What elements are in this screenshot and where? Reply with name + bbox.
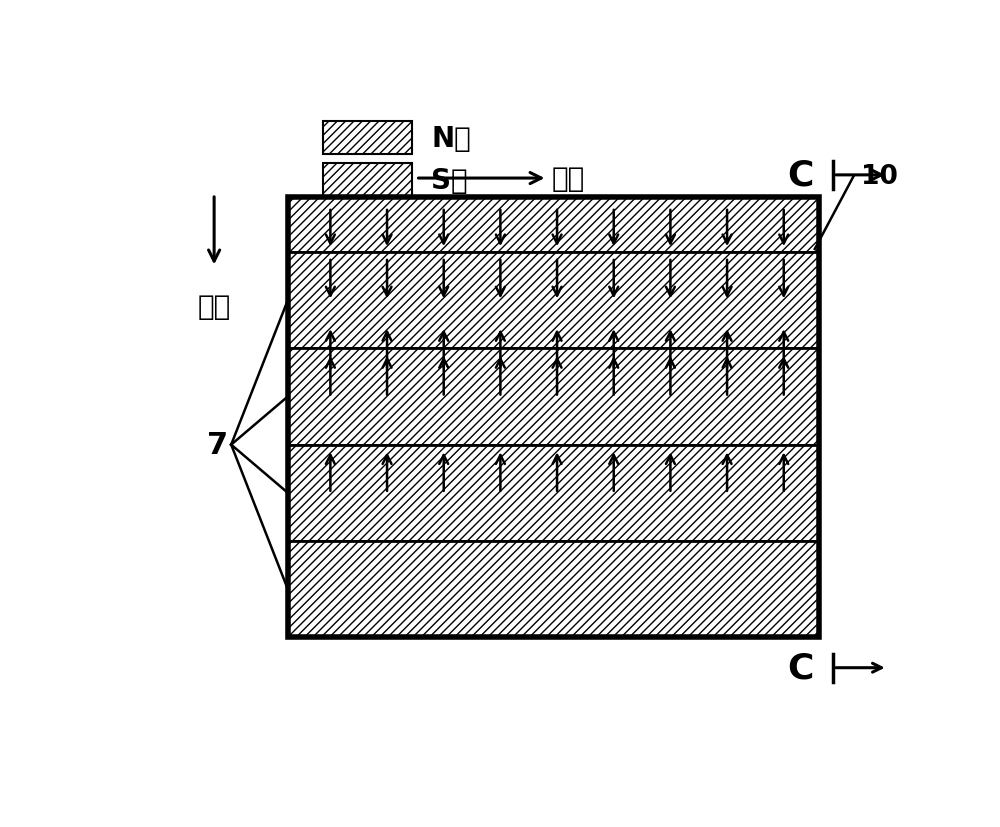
Bar (323, 122, 412, 155)
Bar (288, 253, 819, 349)
Text: C: C (788, 651, 814, 685)
Bar (288, 349, 819, 445)
Text: 周向: 周向 (198, 292, 231, 320)
Bar (288, 198, 819, 638)
Bar (288, 445, 819, 541)
Text: 10: 10 (861, 164, 898, 190)
Text: N极: N极 (431, 125, 471, 153)
Bar (323, 165, 412, 198)
Text: 7: 7 (207, 431, 228, 460)
Text: S极: S极 (431, 167, 468, 194)
Text: 轴向: 轴向 (551, 165, 584, 193)
Text: C: C (788, 159, 814, 193)
Bar (288, 541, 819, 638)
Bar (288, 198, 819, 253)
